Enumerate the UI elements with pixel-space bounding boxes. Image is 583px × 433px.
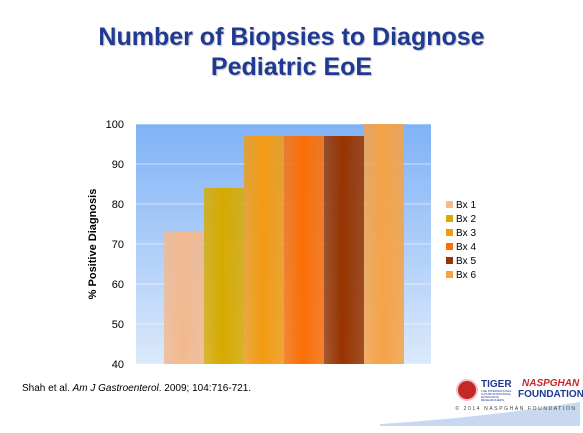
bar-bx-6 [364,124,404,364]
citation-authors: Shah et al. [22,383,73,394]
naspghan-logo-text: NASPGHAN [522,378,580,389]
legend-swatch [446,257,453,264]
legend-swatch [446,229,453,236]
tiger-logo-subtext: THE INTERNATIONAL GASTROINTESTINAL EOSIN… [481,389,512,402]
legend-label: Bx 1 [456,200,476,211]
legend-swatch [446,201,453,208]
tiger-logo-icon [456,379,478,401]
decorative-swoosh [380,402,580,426]
y-tick-label: 80 [112,199,124,211]
legend-swatch [446,215,453,222]
legend-label: Bx 4 [456,242,476,253]
y-tick-label: 50 [112,319,124,331]
bar-bx-5 [324,136,364,364]
y-tick-label: 100 [106,119,124,131]
legend-swatch [446,243,453,250]
copyright-text: © 2014 NASPGHAN FOUNDATION [455,406,577,412]
bar-bx-4 [284,136,324,364]
tiger-logo-text: TIGER [481,379,512,390]
y-tick-label: 70 [112,239,124,251]
foundation-logo-text: FOUNDATION [518,389,583,400]
legend-swatch [446,271,453,278]
citation-journal: Am J Gastroenterol [72,383,159,394]
citation: Shah et al. Am J Gastroenterol. 2009; 10… [22,383,251,394]
footer-logos: TIGER THE INTERNATIONAL GASTROINTESTINAL… [452,374,583,430]
y-axis-label: % Positive Diagnosis [87,189,99,300]
title-line-1: Number of Biopsies to Diagnose [98,23,485,51]
y-tick-label: 90 [112,159,124,171]
y-tick-label: 40 [112,359,124,371]
slide-title: Number of Biopsies to Diagnose Pediatric… [0,22,583,82]
title-line-2: Pediatric EoE [210,53,373,81]
legend-label: Bx 3 [456,228,476,239]
legend-label: Bx 6 [456,270,476,281]
legend-label: Bx 2 [456,214,476,225]
citation-details: . 2009; 104:716-721. [158,383,252,394]
bar-bx-1 [164,232,204,364]
bar-bx-2 [204,188,244,364]
y-tick-label: 60 [112,279,124,291]
bar-bx-3 [244,136,284,364]
legend-label: Bx 5 [456,256,476,267]
